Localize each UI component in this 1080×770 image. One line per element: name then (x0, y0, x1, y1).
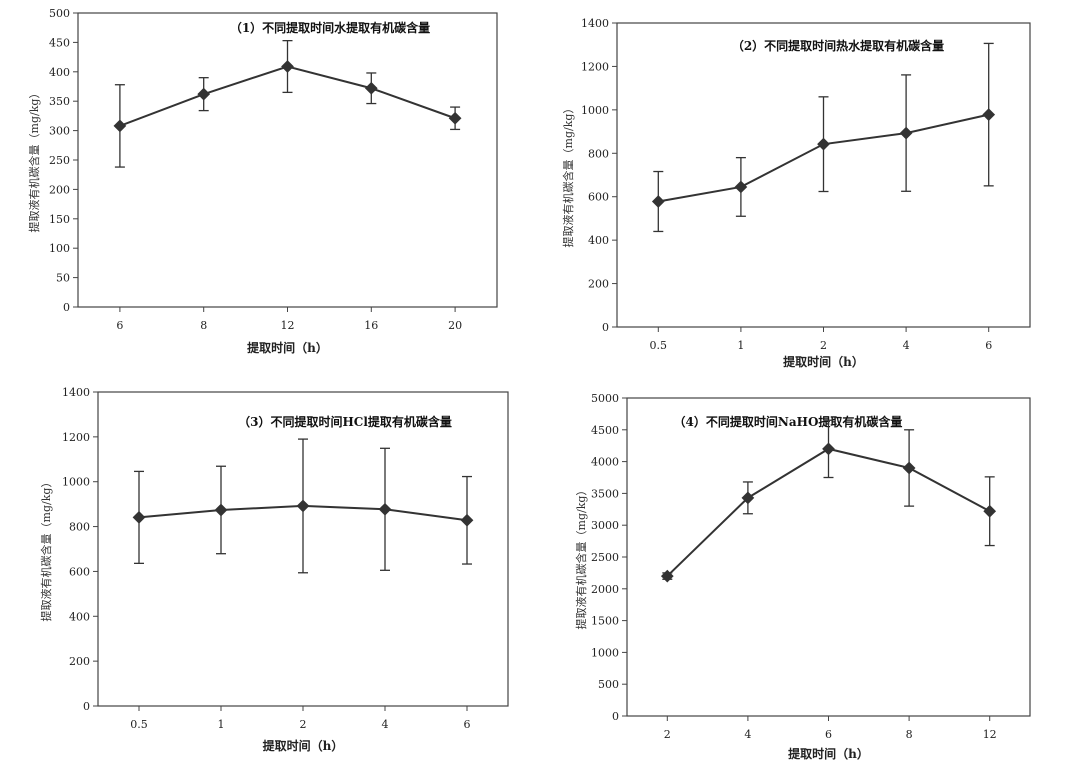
y-tick-label: 100 (49, 242, 70, 255)
x-tick-label: 0.5 (130, 718, 148, 731)
data-point (197, 87, 211, 101)
data-point (364, 81, 378, 95)
x-tick-label: 12 (281, 319, 295, 332)
y-tick-label: 600 (69, 565, 90, 578)
y-tick-label: 2000 (591, 583, 619, 596)
x-tick-label: 6 (116, 319, 123, 332)
y-tick-label: 1200 (581, 60, 609, 73)
y-axis-label: 提取液有机碳含量（mg/kg） (39, 477, 53, 622)
chart-title: （1）不同提取时间水提取有机碳含量 (230, 20, 430, 35)
y-tick-label: 400 (49, 66, 70, 79)
y-tick-label: 50 (56, 272, 70, 285)
x-tick-label: 6 (985, 339, 992, 352)
y-tick-label: 4500 (591, 424, 619, 437)
data-point (902, 461, 916, 475)
x-axis-label: 提取时间（h） (247, 340, 328, 355)
x-tick-label: 8 (200, 319, 207, 332)
data-point (378, 502, 392, 516)
y-axis-label: 提取液有机碳含量（mg/kg） (574, 485, 588, 630)
x-axis-label: 提取时间（h） (788, 746, 869, 761)
y-tick-label: 800 (588, 147, 609, 160)
y-tick-label: 1000 (62, 476, 90, 489)
y-tick-label: 400 (588, 234, 609, 247)
x-tick-label: 6 (464, 718, 471, 731)
data-point (132, 511, 146, 524)
data-point (817, 137, 830, 151)
y-tick-label: 2500 (591, 551, 619, 564)
data-point (460, 513, 474, 527)
y-tick-label: 250 (49, 154, 70, 167)
y-tick-label: 1400 (581, 17, 609, 30)
y-tick-label: 3500 (591, 487, 619, 500)
y-tick-label: 4000 (591, 456, 619, 469)
chart-panel-3: 0 200 400 600 800 1000 1200 1400 0.5 1 2 4 6 （3）不同提取时… (39, 386, 509, 753)
data-point (651, 195, 665, 208)
y-tick-label: 300 (49, 125, 70, 138)
y-tick-label: 1000 (581, 104, 609, 117)
data-point (214, 503, 228, 517)
x-tick-label: 2 (300, 718, 307, 731)
data-point (113, 119, 127, 133)
data-point (982, 108, 996, 121)
x-tick-label: 6 (825, 728, 832, 741)
y-tick-label: 1000 (591, 646, 619, 659)
y-tick-label: 350 (49, 95, 70, 108)
x-tick-label: 4 (382, 718, 389, 731)
y-tick-label: 3000 (591, 519, 619, 532)
y-tick-label: 1200 (62, 431, 90, 444)
chart-title: （2）不同提取时间热水提取有机碳含量 (732, 38, 944, 53)
y-tick-label: 200 (69, 655, 90, 668)
chart-panel-4: 0 500 1000 1500 2000 2500 3000 3500 4000 4500 5000… (574, 392, 1031, 761)
x-tick-label: 2 (820, 339, 827, 352)
data-point (983, 504, 997, 518)
y-tick-label: 400 (69, 610, 90, 623)
data-point (822, 442, 835, 456)
y-tick-label: 200 (49, 183, 70, 196)
data-point (281, 60, 294, 73)
y-tick-label: 600 (588, 191, 609, 204)
x-tick-label: 4 (903, 339, 910, 352)
x-axis-label: 提取时间（h） (263, 738, 344, 753)
y-tick-label: 0 (63, 301, 70, 314)
x-tick-label: 1 (737, 339, 744, 352)
x-tick-label: 8 (906, 728, 913, 741)
y-tick-label: 450 (49, 36, 70, 49)
y-tick-label: 5000 (591, 392, 619, 405)
chart-panel-2: 0 200 400 600 800 1000 1200 1400 0.5 1 2 4 6 （2）不同提取时… (561, 17, 1031, 369)
y-tick-label: 0 (83, 700, 90, 713)
y-axis-label: 提取液有机碳含量（mg/kg） (27, 88, 41, 233)
data-point (899, 126, 913, 140)
chart-title: （4）不同提取时间NaHO提取有机碳含量 (674, 414, 903, 429)
x-tick-label: 12 (983, 728, 997, 741)
x-tick-label: 0.5 (650, 339, 668, 352)
y-tick-label: 1400 (62, 386, 90, 399)
y-tick-label: 800 (69, 521, 90, 534)
chart-title: （3）不同提取时间HCl提取有机碳含量 (238, 414, 452, 429)
x-tick-label: 16 (364, 319, 378, 332)
x-tick-label: 20 (448, 319, 462, 332)
x-tick-label: 1 (218, 718, 225, 731)
x-axis-label: 提取时间（h） (783, 354, 864, 369)
data-point (734, 180, 748, 194)
data-point (296, 499, 310, 513)
y-tick-label: 150 (49, 213, 70, 226)
y-axis-label: 提取液有机碳含量（mg/kg） (561, 103, 575, 248)
data-point (448, 111, 462, 125)
y-tick-label: 200 (588, 278, 609, 291)
x-tick-label: 4 (744, 728, 751, 741)
x-tick-label: 2 (664, 728, 671, 741)
y-tick-label: 0 (602, 321, 609, 334)
chart-panel-1: 0 50 100 150 200 250 300 350 400 450 500 6 8 12 16 20 （1… (27, 7, 498, 355)
y-tick-label: 500 (598, 678, 619, 691)
y-tick-label: 0 (612, 710, 619, 723)
y-tick-label: 1500 (591, 615, 619, 628)
y-tick-label: 500 (49, 7, 70, 20)
